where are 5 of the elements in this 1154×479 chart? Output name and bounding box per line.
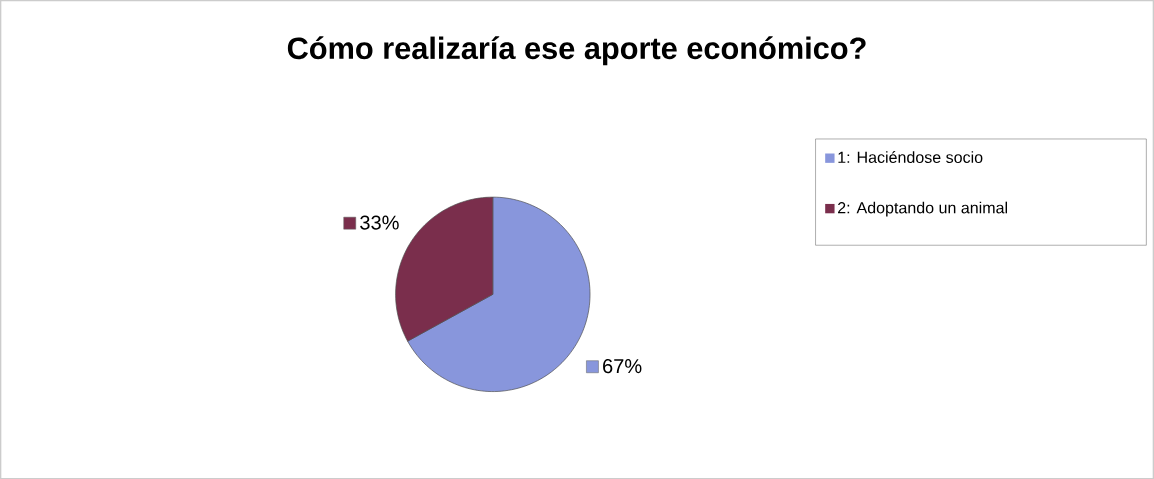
legend-label: 1: Haciéndose socio (838, 150, 983, 163)
data-label: 33% (360, 215, 399, 230)
chart-title: Cómo realizaría ese aporte económico? (287, 36, 866, 66)
legend-label: 2: Adoptando un animal (838, 201, 1007, 217)
data-label: 67% (603, 358, 642, 373)
